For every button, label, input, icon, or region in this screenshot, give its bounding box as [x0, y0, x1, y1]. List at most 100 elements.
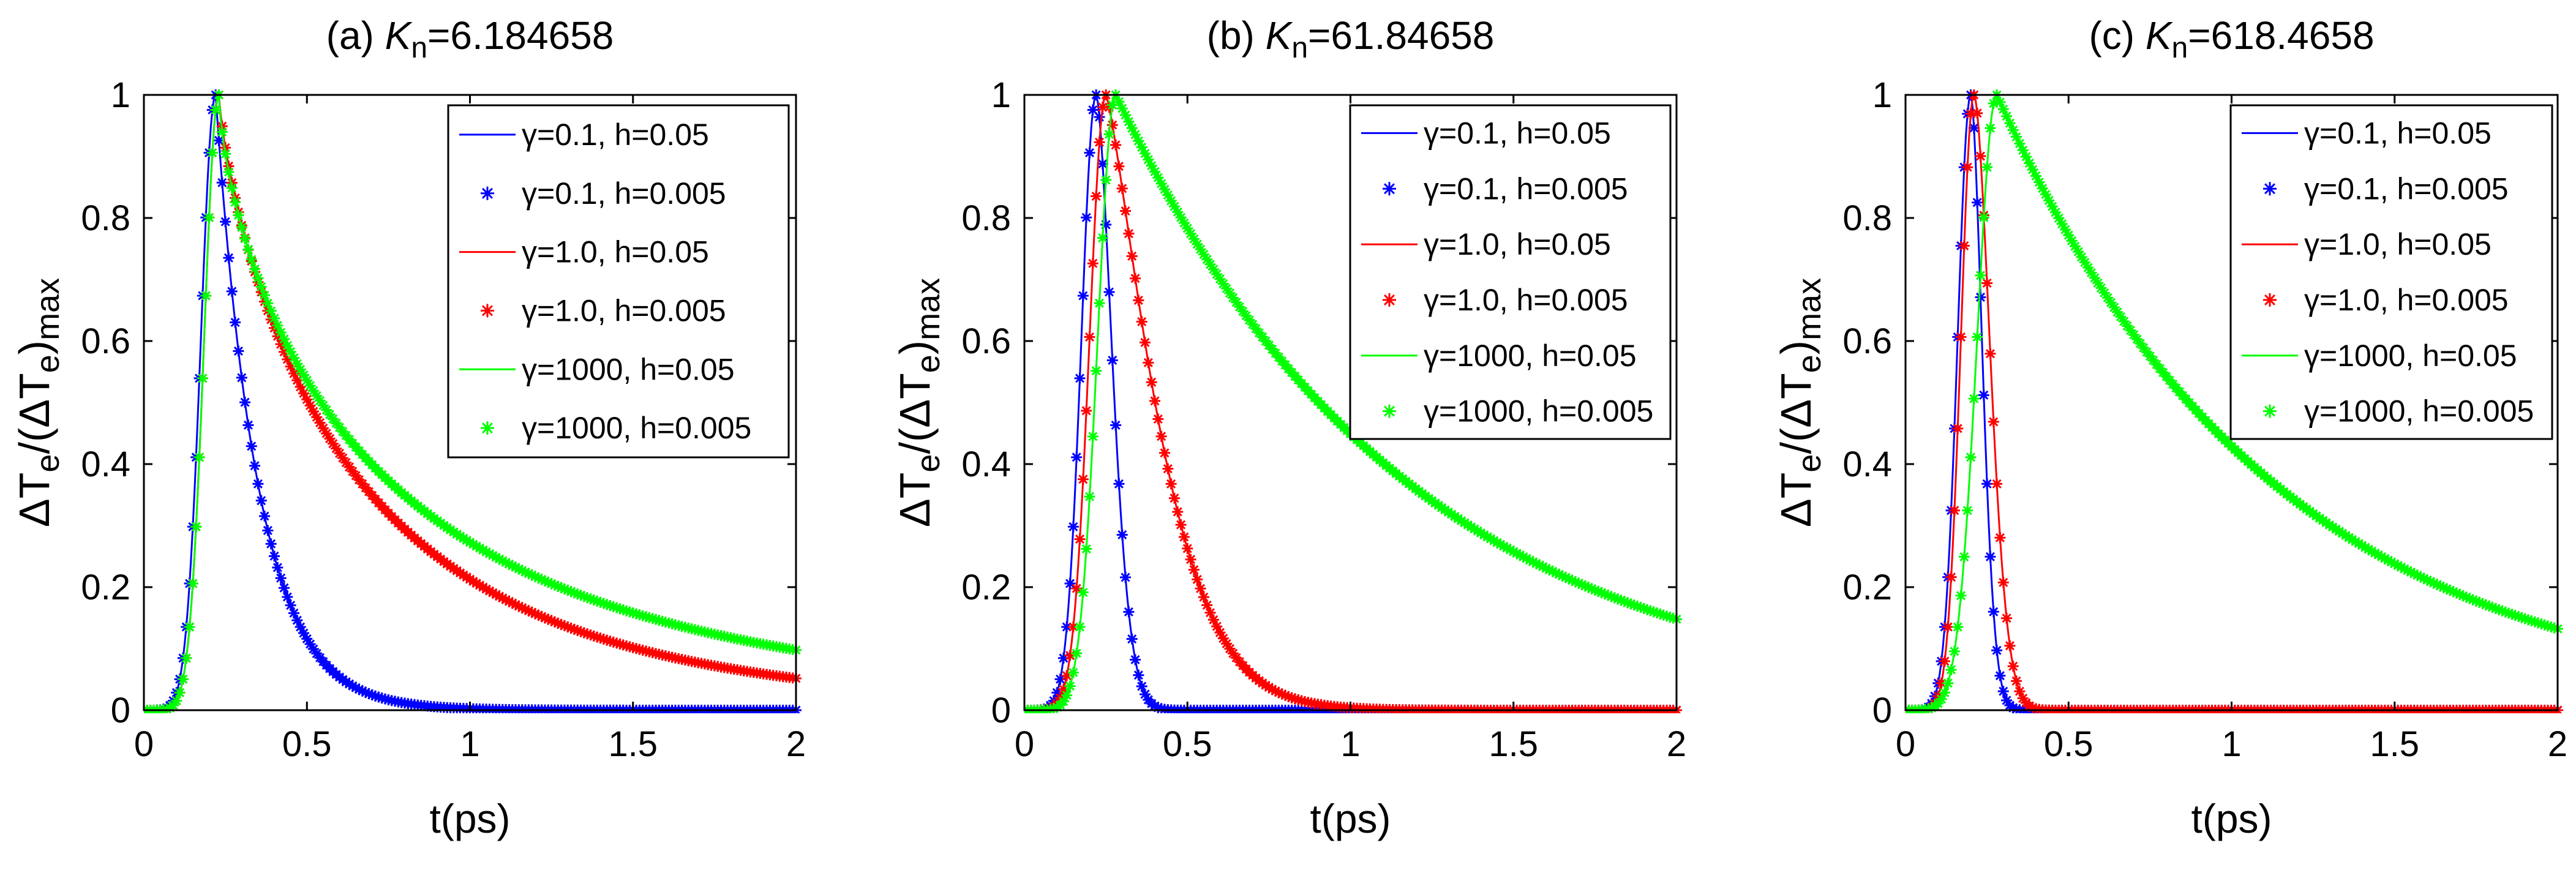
data-point [2037, 182, 2048, 194]
panel-a: 0 0.5 1 1.5 2 0 0.2 0.4 0.6 0.8 1 t(ps) ΔTe/(ΔTe)max… [10, 13, 806, 841]
data-point [1057, 696, 1069, 707]
data-point [558, 583, 570, 595]
data-point [1625, 598, 1637, 610]
data-point [282, 340, 293, 351]
y-tick-label: 0.4 [81, 444, 130, 484]
data-point [2392, 560, 2404, 571]
data-point [2496, 605, 2508, 617]
data-point [2444, 585, 2456, 596]
data-point [1972, 331, 1983, 343]
data-point [220, 216, 231, 228]
data-point [1204, 258, 1216, 270]
y-axis-label: ΔTe/(ΔTe)max [10, 278, 66, 527]
data-point [353, 683, 365, 695]
data-point [591, 595, 603, 607]
data-point [2007, 124, 2019, 136]
data-point [252, 478, 264, 490]
data-point [1224, 287, 1236, 299]
data-point [1975, 269, 1986, 281]
data-point [1958, 551, 1970, 563]
data-point [1094, 298, 1105, 309]
data-point [598, 598, 609, 609]
data-point [1155, 178, 1167, 189]
data-point [2356, 539, 2368, 551]
data-point [555, 618, 567, 630]
data-point [226, 285, 238, 297]
data-point [1188, 564, 1200, 576]
data-point [2108, 301, 2120, 313]
y-tick-label: 1 [1872, 75, 1892, 115]
data-point [637, 610, 648, 621]
data-point [1126, 250, 1138, 262]
data-point [1541, 563, 1552, 574]
data-point [611, 637, 623, 649]
panel-b: 0 0.5 1 1.5 2 0 0.2 0.4 0.6 0.8 1 t(ps) ΔTe/(ΔTe)max… [891, 13, 1686, 841]
legend-entry-label: γ=0.1, h=0.05 [1424, 116, 1611, 150]
legend: γ=0.1, h=0.05 γ=0.1, h=0.005 γ=1.0, h=0.05… [1349, 104, 1672, 440]
data-point [595, 632, 606, 644]
data-point [249, 460, 261, 471]
data-point [1981, 162, 1993, 173]
data-point [1589, 584, 1601, 596]
data-point [1217, 632, 1229, 644]
data-point [1537, 561, 1549, 572]
data-point [1485, 533, 1496, 544]
y-tick-label: 1 [991, 75, 1011, 115]
data-point [1149, 700, 1160, 712]
data-point [275, 339, 287, 350]
y-tick-label: 0.6 [961, 321, 1011, 361]
data-point [1965, 451, 1977, 463]
data-point [2431, 579, 2443, 590]
data-point [530, 571, 541, 582]
data-point [2412, 569, 2424, 581]
data-point [167, 700, 179, 711]
panel-title: (b) Kn=61.84658 [1207, 13, 1495, 64]
data-point [1988, 97, 1999, 109]
data-point [249, 263, 261, 275]
data-point [1945, 571, 1957, 583]
data-point [588, 594, 599, 606]
data-point [595, 596, 606, 608]
data-point [184, 621, 195, 632]
data-point [487, 550, 498, 561]
legend-frame [2229, 104, 2553, 440]
y-tick-label: 0.6 [81, 321, 130, 361]
data-point [226, 182, 238, 193]
data-point [2021, 151, 2032, 162]
data-point [1097, 158, 1108, 170]
data-point [598, 633, 609, 645]
data-point [1110, 419, 1122, 431]
y-tick-label: 0.2 [961, 568, 1011, 607]
data-point [1133, 669, 1144, 681]
data-point [2011, 131, 2022, 143]
data-point [1521, 553, 1533, 564]
data-point [2422, 574, 2433, 586]
data-point [1067, 621, 1079, 632]
data-point [1514, 549, 1526, 561]
data-point [607, 601, 619, 612]
data-point [298, 369, 309, 381]
data-point [1985, 348, 1996, 359]
data-point [500, 557, 512, 568]
data-point [1074, 533, 1086, 545]
data-point [2480, 599, 2492, 610]
title-symbol: K [1266, 13, 1294, 58]
data-point [2428, 577, 2439, 589]
data-point [223, 160, 235, 172]
data-point [2112, 306, 2124, 318]
data-point [1586, 583, 1598, 594]
y-tick-label: 0.8 [961, 198, 1011, 238]
data-point [2001, 694, 2013, 706]
data-point [1661, 610, 1673, 622]
data-point [1192, 574, 1203, 585]
data-point [1994, 96, 2006, 108]
data-point [317, 422, 329, 434]
data-point [200, 290, 212, 301]
data-point [2519, 613, 2531, 624]
data-point [506, 597, 518, 609]
x-tick-label: 1 [1340, 724, 1360, 764]
data-point [640, 611, 652, 623]
data-point [1475, 527, 1487, 539]
data-point [552, 617, 564, 629]
data-point [1130, 129, 1141, 140]
